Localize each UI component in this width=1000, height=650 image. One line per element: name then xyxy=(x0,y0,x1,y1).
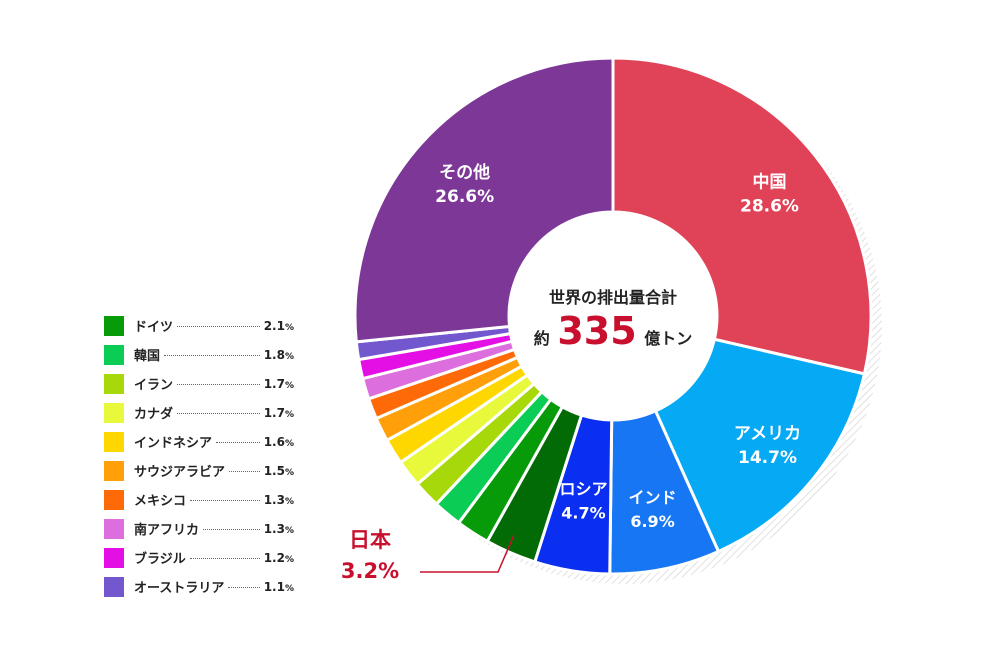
legend-item: ドイツ 2.1% xyxy=(104,311,294,340)
legend-value-number: 1.8 xyxy=(263,347,285,362)
slice-label-name-0: 中国 xyxy=(752,171,786,192)
legend-swatch xyxy=(104,402,124,423)
legend-value-number: 2.1 xyxy=(263,318,285,333)
legend-leader-dots xyxy=(177,326,260,327)
legend-item: インドネシア 1.6% xyxy=(104,427,294,456)
legend-leader-dots xyxy=(177,384,260,385)
legend-value: 1.8% xyxy=(264,348,294,362)
slice-label-name-2: インド xyxy=(629,488,677,507)
legend-label: カナダ xyxy=(134,407,174,422)
legend-item: カナダ 1.7% xyxy=(104,398,294,427)
legend-label: オーストラリア xyxy=(134,581,225,596)
slice-label-value-15: 26.6% xyxy=(435,187,494,207)
legend-item: 南アフリカ 1.3% xyxy=(104,514,294,543)
legend-item: メキシコ 1.3% xyxy=(104,485,294,514)
legend-label: メキシコ xyxy=(134,494,187,509)
legend-value-unit: % xyxy=(284,409,294,420)
slice-label-value-1: 14.7% xyxy=(738,448,797,468)
legend-swatch xyxy=(104,518,124,539)
legend-swatch xyxy=(104,431,124,452)
legend-item: サウジアラビア 1.5% xyxy=(104,456,294,485)
center-prefix: 約 xyxy=(534,329,550,348)
legend-value: 1.2% xyxy=(264,551,294,565)
legend-swatch xyxy=(104,460,124,481)
legend-label: ブラジル xyxy=(134,552,186,567)
legend-value: 1.7% xyxy=(264,406,294,420)
legend-item: 韓国 1.8% xyxy=(104,340,294,369)
legend-item: イラン 1.7% xyxy=(104,369,294,398)
legend-label: 韓国 xyxy=(134,349,161,364)
legend-leader-dots xyxy=(177,413,260,414)
legend-swatch xyxy=(104,576,124,597)
legend-item: ブラジル 1.2% xyxy=(104,543,294,572)
legend-value-unit: % xyxy=(284,583,294,594)
center-title: 世界の排出量合計 xyxy=(549,288,677,307)
legend-label: ドイツ xyxy=(134,320,174,335)
legend-leader-dots xyxy=(228,587,260,588)
legend-value-unit: % xyxy=(284,467,294,478)
legend-label: サウジアラビア xyxy=(134,465,226,480)
legend-swatch xyxy=(104,547,124,568)
legend-value-unit: % xyxy=(284,438,294,449)
legend-leader-dots xyxy=(229,471,260,472)
legend-value-unit: % xyxy=(284,322,294,333)
legend-swatch xyxy=(104,344,124,365)
donut-hole xyxy=(509,212,717,420)
legend-value-unit: % xyxy=(284,380,294,391)
legend-label: インドネシア xyxy=(134,436,213,451)
slice-15 xyxy=(353,56,615,344)
slice-labels: 中国 28.6% アメリカ 14.7% インド 6.9% ロシア 4.7% その他 26.6% xyxy=(435,162,801,531)
callout-value: 3.2% xyxy=(341,559,399,583)
slice-label-value-2: 6.9% xyxy=(630,512,674,531)
legend-value-unit: % xyxy=(284,351,294,362)
legend-value-number: 1.1 xyxy=(263,579,285,594)
slice-label-name-3: ロシア xyxy=(559,480,607,499)
legend-value: 1.5% xyxy=(264,464,294,478)
center-number: 335 xyxy=(557,309,636,353)
legend-leader-dots xyxy=(189,558,260,559)
center-total: 約 335 億トン xyxy=(534,309,693,353)
legend-value-number: 1.5 xyxy=(263,463,285,478)
legend-value-unit: % xyxy=(284,554,294,565)
slice-label-name-1: アメリカ xyxy=(734,424,801,444)
center-text: 世界の排出量合計 約 335 億トン xyxy=(534,288,693,353)
legend-value: 1.3% xyxy=(264,522,294,536)
legend-value-number: 1.7 xyxy=(263,405,285,420)
legend-value: 2.1% xyxy=(264,319,294,333)
legend-leader-dots xyxy=(164,355,260,356)
callout-name: 日本 xyxy=(349,528,391,552)
slice-label-value-0: 28.6% xyxy=(740,196,799,216)
legend: ドイツ 2.1% 韓国 1.8% イラン 1.7% カナダ 1.7% インドネシア 1.6% サウジ… xyxy=(104,311,294,601)
legend-label: イラン xyxy=(134,378,174,393)
legend-value: 1.1% xyxy=(264,580,294,594)
legend-leader-dots xyxy=(190,500,260,501)
legend-leader-dots xyxy=(203,529,260,530)
legend-value-number: 1.3 xyxy=(263,492,285,507)
japan-callout: 日本 3.2% xyxy=(341,528,515,583)
legend-value: 1.3% xyxy=(264,493,294,507)
legend-leader-dots xyxy=(216,442,260,443)
callout-leader-line xyxy=(420,534,515,573)
legend-value: 1.6% xyxy=(264,435,294,449)
center-suffix: 億トン xyxy=(644,329,692,348)
legend-label: 南アフリカ xyxy=(134,523,200,538)
legend-swatch xyxy=(104,373,124,394)
legend-value-number: 1.7 xyxy=(263,376,285,391)
legend-value-number: 1.6 xyxy=(263,434,285,449)
legend-swatch xyxy=(104,315,124,336)
legend-value: 1.7% xyxy=(264,377,294,391)
slice-label-value-3: 4.7% xyxy=(561,504,605,523)
legend-value-number: 1.3 xyxy=(263,521,285,536)
legend-swatch xyxy=(104,489,124,510)
legend-value-unit: % xyxy=(284,496,294,507)
legend-item: オーストラリア 1.1% xyxy=(104,572,294,601)
legend-value-unit: % xyxy=(284,525,294,536)
slice-1 xyxy=(653,337,867,554)
slice-label-name-15: その他 xyxy=(439,162,490,183)
legend-value-number: 1.2 xyxy=(263,550,285,565)
